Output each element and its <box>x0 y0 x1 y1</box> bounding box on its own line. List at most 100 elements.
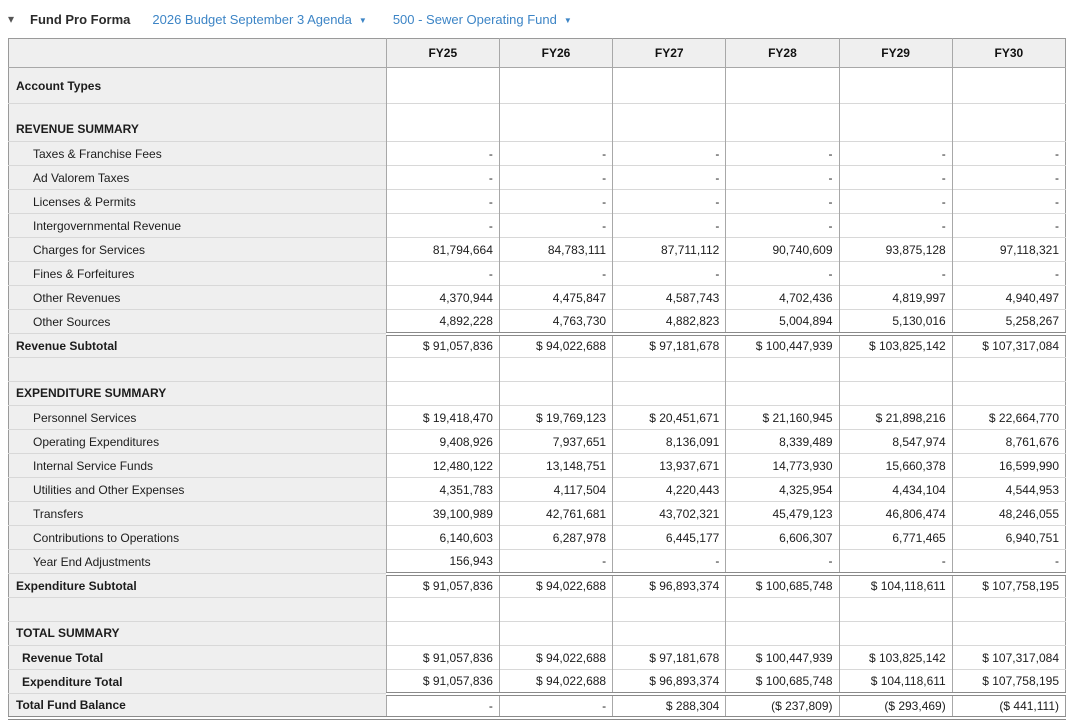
row-label: Utilities and Other Expenses <box>8 477 387 502</box>
cell-fy29: - <box>838 165 953 190</box>
cell-fy27: - <box>612 213 726 238</box>
cell-fy29: 46,806,474 <box>838 501 953 526</box>
cell-fy26: 42,761,681 <box>498 501 613 526</box>
table-row: Account Types <box>8 67 1066 104</box>
cell-fy28: $ 100,447,939 <box>725 645 840 670</box>
column-header-fy26: FY26 <box>498 38 613 68</box>
cell-fy29: $ 103,825,142 <box>838 645 953 670</box>
cell-fy25: - <box>385 141 500 166</box>
cell-fy28: 5,004,894 <box>725 309 840 334</box>
cell-fy29: ($ 293,469) <box>838 691 953 720</box>
row-label: Transfers <box>8 501 387 526</box>
table-body: Account Types REVENUE SUMMARY Taxes & Fran… <box>8 67 1066 720</box>
cell-fy29: 8,547,974 <box>838 429 953 454</box>
cell-fy26: - <box>498 549 613 574</box>
cell-fy27: $ 96,893,374 <box>612 571 726 598</box>
cell-fy27: - <box>612 141 726 166</box>
budget-dropdown-label: 2026 Budget September 3 Agenda <box>152 11 352 27</box>
cell-fy25: - <box>385 189 500 214</box>
chevron-down-icon: ▼ <box>358 15 367 25</box>
cell-fy27 <box>612 381 726 406</box>
cell-fy28: 14,773,930 <box>725 453 840 478</box>
cell-fy29 <box>838 621 953 646</box>
cell-fy28: - <box>725 549 840 574</box>
column-header-fy29: FY29 <box>838 38 953 68</box>
cell-fy30 <box>951 67 1066 104</box>
cell-fy28: 4,702,436 <box>725 285 840 310</box>
cell-fy25: 81,794,664 <box>385 237 500 262</box>
table-row: Expenditure Subtotal $ 91,057,836 $ 94,022… <box>8 571 1066 598</box>
cell-fy30: - <box>951 165 1066 190</box>
cell-fy28 <box>725 103 840 142</box>
cell-fy27: $ 97,181,678 <box>612 645 726 670</box>
chevron-down-icon: ▼ <box>563 15 572 25</box>
cell-fy26: $ 94,022,688 <box>498 571 613 598</box>
cell-fy26: 4,117,504 <box>498 477 613 502</box>
cell-fy26: - <box>498 189 613 214</box>
cell-fy30: $ 22,664,770 <box>951 405 1066 430</box>
cell-fy27: 87,711,112 <box>612 237 726 262</box>
cell-fy27 <box>612 103 726 142</box>
cell-fy28 <box>725 381 840 406</box>
cell-fy28 <box>725 597 840 622</box>
table-row: Ad Valorem Taxes - - - - - - <box>8 165 1066 190</box>
cell-fy30: $ 107,317,084 <box>951 645 1066 670</box>
cell-fy25 <box>385 621 500 646</box>
cell-fy28: 45,479,123 <box>725 501 840 526</box>
cell-fy30: 8,761,676 <box>951 429 1066 454</box>
column-header-fy25: FY25 <box>385 38 500 68</box>
cell-fy27: 4,882,823 <box>612 309 726 334</box>
cell-fy25: - <box>385 213 500 238</box>
budget-dropdown[interactable]: 2026 Budget September 3 Agenda ▼ <box>152 12 366 27</box>
row-label <box>8 597 387 622</box>
row-label: Charges for Services <box>8 237 387 262</box>
proforma-table: FY25 FY26 FY27 FY28 FY29 FY30 Account Types RE… <box>8 38 1066 720</box>
cell-fy25: - <box>385 165 500 190</box>
cell-fy30: $ 107,317,084 <box>951 331 1066 358</box>
cell-fy25: $ 19,418,470 <box>385 405 500 430</box>
cell-fy29: - <box>838 261 953 286</box>
cell-fy26: - <box>498 141 613 166</box>
cell-fy25: 4,351,783 <box>385 477 500 502</box>
cell-fy29: - <box>838 189 953 214</box>
cell-fy28: 4,325,954 <box>725 477 840 502</box>
cell-fy25: - <box>385 261 500 286</box>
row-label: Operating Expenditures <box>8 429 387 454</box>
row-label: Internal Service Funds <box>8 453 387 478</box>
cell-fy30: - <box>951 213 1066 238</box>
table-row: Internal Service Funds 12,480,122 13,148,7… <box>8 453 1066 478</box>
cell-fy29: 4,819,997 <box>838 285 953 310</box>
cell-fy29: 6,771,465 <box>838 525 953 550</box>
row-label: Other Revenues <box>8 285 387 310</box>
row-label: Intergovernmental Revenue <box>8 213 387 238</box>
cell-fy28: $ 100,685,748 <box>725 571 840 598</box>
cell-fy29 <box>838 381 953 406</box>
row-label: Expenditure Total <box>8 669 387 694</box>
cell-fy27: 13,937,671 <box>612 453 726 478</box>
row-label: Expenditure Subtotal <box>8 573 387 598</box>
cell-fy28: ($ 237,809) <box>725 691 840 720</box>
cell-fy28: - <box>725 141 840 166</box>
cell-fy30: 6,940,751 <box>951 525 1066 550</box>
cell-fy30 <box>951 621 1066 646</box>
cell-fy29 <box>838 103 953 142</box>
cell-fy26: $ 19,769,123 <box>498 405 613 430</box>
table-row: Fines & Forfeitures - - - - - - <box>8 261 1066 286</box>
cell-fy27: - <box>612 261 726 286</box>
cell-fy27 <box>612 597 726 622</box>
cell-fy30 <box>951 381 1066 406</box>
cell-fy26: 6,287,978 <box>498 525 613 550</box>
cell-fy27 <box>612 67 726 104</box>
cell-fy26 <box>498 621 613 646</box>
cell-fy30 <box>951 357 1066 382</box>
row-label <box>8 357 387 382</box>
table-row: Revenue Total $ 91,057,836 $ 94,022,688 $ 9… <box>8 645 1066 670</box>
row-label: REVENUE SUMMARY <box>8 103 387 142</box>
cell-fy29: $ 104,118,611 <box>838 669 953 694</box>
cell-fy25: 12,480,122 <box>385 453 500 478</box>
fund-dropdown[interactable]: 500 - Sewer Operating Fund ▼ <box>393 12 572 27</box>
table-row: TOTAL SUMMARY <box>8 621 1066 646</box>
cell-fy28: 8,339,489 <box>725 429 840 454</box>
cell-fy30: 5,258,267 <box>951 309 1066 334</box>
collapse-caret-icon[interactable]: ▾ <box>8 12 30 26</box>
